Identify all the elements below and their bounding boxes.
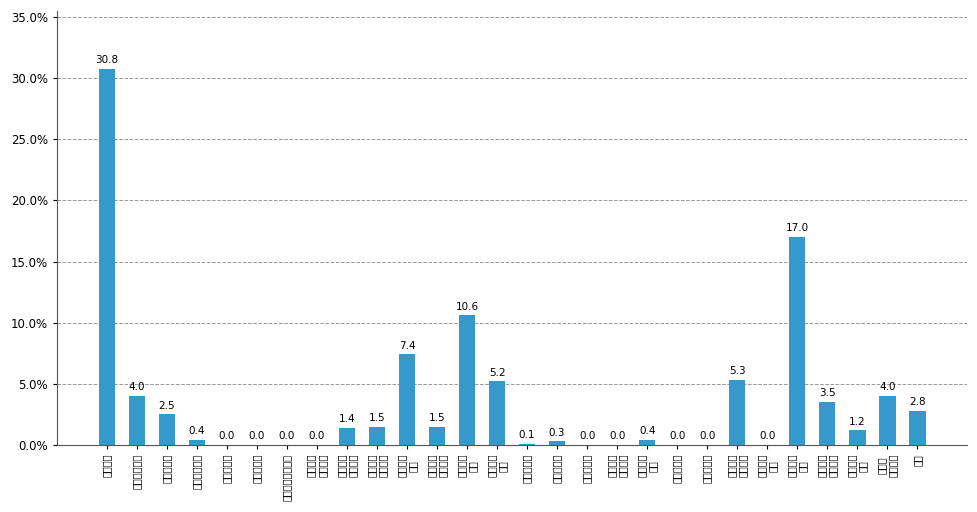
Bar bbox=[189, 440, 205, 445]
Text: 3.5: 3.5 bbox=[818, 389, 834, 398]
Bar bbox=[818, 402, 834, 445]
Text: 0.4: 0.4 bbox=[189, 426, 205, 436]
Text: 7.4: 7.4 bbox=[399, 341, 415, 351]
Text: 0.0: 0.0 bbox=[668, 431, 685, 441]
Bar bbox=[908, 411, 924, 445]
Bar bbox=[548, 441, 565, 445]
Text: 10.6: 10.6 bbox=[455, 302, 478, 312]
Bar bbox=[158, 414, 175, 445]
Text: 1.4: 1.4 bbox=[338, 414, 355, 424]
Text: 2.5: 2.5 bbox=[158, 401, 175, 411]
Text: 17.0: 17.0 bbox=[785, 223, 808, 233]
Text: 0.3: 0.3 bbox=[548, 428, 565, 438]
Bar bbox=[99, 69, 115, 445]
Text: 4.0: 4.0 bbox=[878, 382, 895, 392]
Text: 30.8: 30.8 bbox=[95, 55, 118, 65]
Bar bbox=[338, 428, 355, 445]
Text: 4.0: 4.0 bbox=[129, 382, 145, 392]
Text: 0.0: 0.0 bbox=[609, 431, 624, 441]
Text: 1.5: 1.5 bbox=[368, 413, 385, 423]
Bar bbox=[368, 426, 385, 445]
Text: 5.3: 5.3 bbox=[728, 367, 744, 376]
Bar bbox=[428, 426, 445, 445]
Bar bbox=[788, 237, 805, 445]
Bar bbox=[519, 443, 534, 445]
Text: 0.0: 0.0 bbox=[248, 431, 265, 441]
Bar bbox=[488, 381, 505, 445]
Bar bbox=[728, 380, 744, 445]
Text: 0.0: 0.0 bbox=[758, 431, 775, 441]
Text: 2.8: 2.8 bbox=[908, 397, 924, 407]
Bar bbox=[458, 315, 475, 445]
Bar bbox=[638, 440, 655, 445]
Bar bbox=[399, 354, 415, 445]
Text: 0.0: 0.0 bbox=[278, 431, 295, 441]
Text: 0.4: 0.4 bbox=[638, 426, 655, 436]
Text: 0.1: 0.1 bbox=[519, 430, 534, 440]
Bar bbox=[848, 430, 865, 445]
Text: 0.0: 0.0 bbox=[699, 431, 714, 441]
Bar bbox=[129, 396, 145, 445]
Text: 0.0: 0.0 bbox=[578, 431, 595, 441]
Bar bbox=[878, 396, 895, 445]
Text: 1.2: 1.2 bbox=[848, 417, 865, 426]
Text: 5.2: 5.2 bbox=[488, 368, 505, 378]
Text: 0.0: 0.0 bbox=[309, 431, 324, 441]
Text: 0.0: 0.0 bbox=[219, 431, 234, 441]
Text: 1.5: 1.5 bbox=[428, 413, 445, 423]
